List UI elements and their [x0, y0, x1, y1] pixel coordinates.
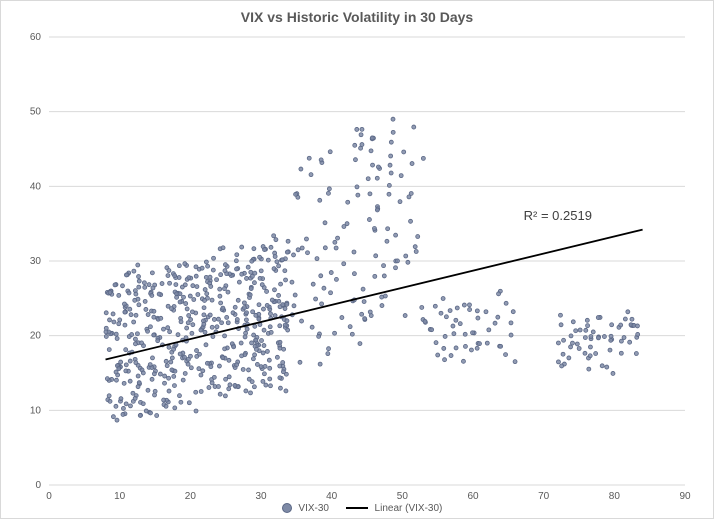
svg-text:60: 60 [467, 491, 479, 502]
svg-text:50: 50 [30, 107, 42, 118]
chart-frame: VIX vs Historic Volatility in 30 Days 01… [0, 0, 714, 519]
svg-text:40: 40 [326, 491, 338, 502]
svg-text:50: 50 [397, 491, 409, 502]
legend-trend-label: Linear (VIX-30) [375, 503, 443, 514]
svg-text:80: 80 [609, 491, 621, 502]
svg-text:30: 30 [255, 491, 267, 502]
legend: VIX-30 Linear (VIX-30) [1, 503, 713, 514]
svg-text:0: 0 [46, 491, 52, 502]
svg-text:40: 40 [30, 181, 42, 192]
svg-text:20: 20 [185, 491, 197, 502]
svg-text:90: 90 [679, 491, 691, 502]
svg-text:60: 60 [30, 32, 42, 43]
svg-text:10: 10 [114, 491, 126, 502]
svg-text:30: 30 [30, 256, 42, 267]
svg-text:70: 70 [538, 491, 550, 502]
svg-text:10: 10 [30, 405, 42, 416]
legend-series-label: VIX-30 [298, 503, 329, 514]
svg-text:0: 0 [35, 480, 41, 491]
svg-text:R² = 0.2519: R² = 0.2519 [524, 208, 592, 223]
legend-marker-icon [282, 503, 292, 513]
chart-svg: 01020304050600102030405060708090R² = 0.2… [49, 37, 685, 485]
plot-area: 01020304050600102030405060708090R² = 0.2… [49, 37, 685, 485]
chart-title: VIX vs Historic Volatility in 30 Days [1, 9, 713, 25]
legend-line-icon [346, 507, 368, 509]
svg-text:20: 20 [30, 331, 42, 342]
